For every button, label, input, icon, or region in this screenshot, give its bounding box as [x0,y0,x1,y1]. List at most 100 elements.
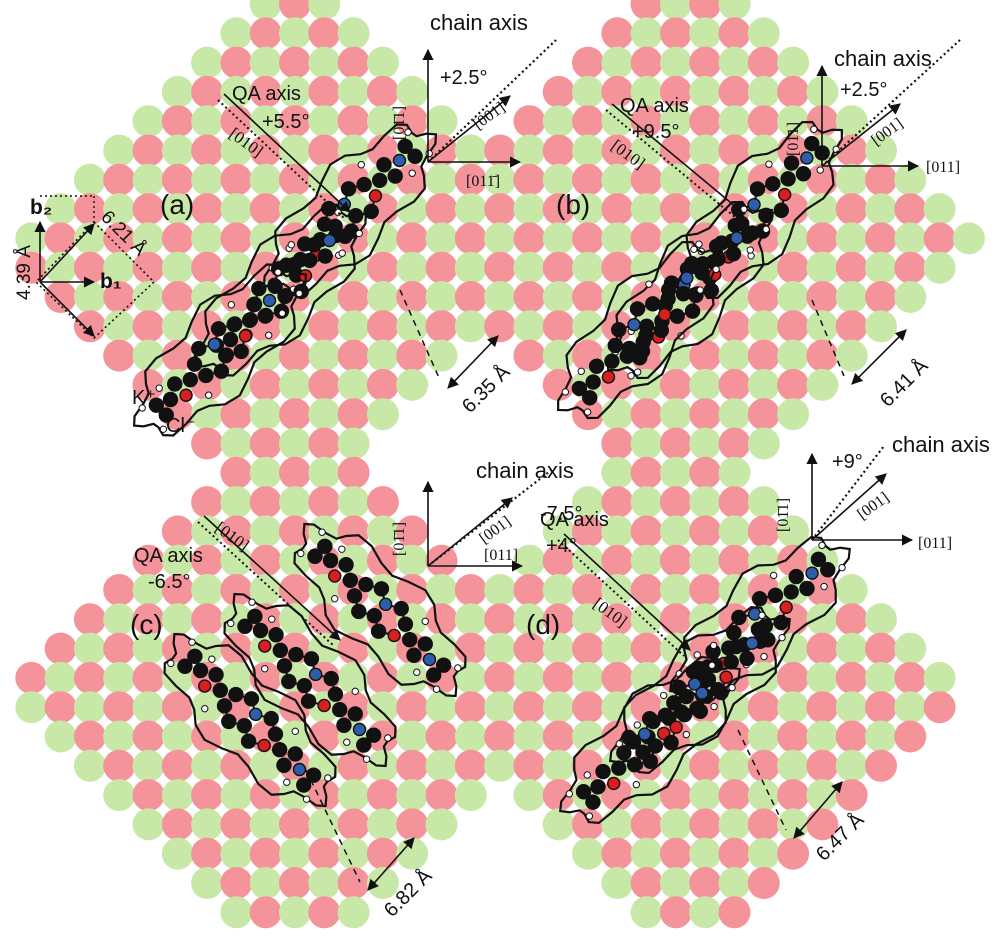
k-ion [366,486,399,519]
k-ion [659,486,692,519]
k-ion [279,46,311,79]
nitrogen-atom [627,317,641,332]
hydrogen-atom [778,633,786,642]
cl-ion [747,368,780,401]
k-ion [835,251,868,284]
hydrogen-atom [208,655,216,663]
cl-ion [132,574,165,606]
carbon-atom [749,181,766,197]
carbon-atom [760,632,776,648]
k-ion [103,574,136,606]
carbon-atom [276,757,292,773]
carbon-atom [221,713,237,730]
direction-001-arrow [821,103,901,167]
k-ion [425,779,458,812]
k-ion [191,251,224,284]
hydrogen-atom [227,619,235,628]
spacing-arrow [367,837,415,891]
k-ion [689,46,722,79]
direction-011-label: [011] [918,535,952,552]
oxygen-atom [258,639,272,653]
cl-ion [572,837,604,870]
k-ion [279,808,311,841]
cl-ion [279,75,311,108]
cl-ion [777,398,810,431]
k-ion [513,281,546,313]
k-ion [777,251,810,284]
k-ion [220,163,253,196]
hydrogen-atom [362,755,371,763]
k-ion [220,574,253,606]
carbon-atom [271,741,288,758]
cl-ion [425,339,458,372]
k-ion [630,574,663,606]
cl-ion [132,339,165,372]
k-ion [718,486,751,519]
carbon-atom [783,155,800,171]
carbon-atom [356,737,372,753]
carbon-atom [373,581,390,597]
cl-ion [249,0,282,20]
hydrogen-atom [682,730,691,739]
k-ion [542,251,575,284]
cl-ion [835,222,868,255]
k-ion [337,281,370,313]
k-ion [659,837,692,870]
cl-ion [718,339,751,372]
cl-ion [718,867,751,899]
cl-ion [806,368,839,401]
k-ion [835,310,868,343]
oxygen-atom [317,698,331,713]
nitrogen-atom [805,566,819,580]
hydrogen-atom [728,683,736,692]
k-ion [337,808,370,841]
k-ion [366,661,399,694]
k-ion [659,193,692,226]
cl-ion [630,486,663,519]
carbon-atom [705,643,721,660]
panel-d: (d)QA axis+4°[010]chain axis+9°[01̄1] [00… [526,432,990,866]
chain-axis-label: chain axis [476,458,574,483]
cl-ion [337,368,370,401]
nitrogen-atom [378,597,393,612]
k-ion [865,691,897,724]
cl-ion [894,281,927,313]
hydrogen-atom [357,161,366,169]
k-ion [366,837,399,870]
k-ion [396,339,429,372]
hydrogen-atom [760,652,768,661]
k-ion [718,368,751,401]
carbon-atom [387,168,403,184]
cl-ion [191,105,224,138]
k-ion [279,163,311,196]
k-ion [132,603,165,636]
cl-ion [279,427,311,460]
cl-ion [835,749,868,782]
cl-ion [806,661,839,694]
k-ion [806,632,839,665]
k-ion [689,867,722,899]
cl-ion [103,251,136,284]
hydrogen-atom [695,240,703,248]
cl-ion [513,193,546,226]
carbon-atom [799,580,815,597]
cl-ion [103,661,136,694]
carbon-atom [634,343,651,359]
direction-0m11-label: [01̄1] [785,122,802,156]
k-ion [73,310,106,343]
hydrogen-atom [338,249,346,257]
chain-axis-label: chain axis [892,432,990,457]
carbon-atom [158,407,174,423]
hydrogen-atom [204,391,213,399]
cl-ion [484,749,517,782]
k-ion [572,222,604,255]
cl-ion [279,720,311,753]
k-ion [718,134,751,167]
qa-axis-label: QA axis [620,95,689,117]
chain-angle-label: +2.5° [840,79,887,101]
cl-ion [572,603,604,636]
hydrogen-atom [762,225,770,234]
cl-ion [161,193,194,226]
cl-ion [366,808,399,841]
cl-ion [279,486,311,519]
